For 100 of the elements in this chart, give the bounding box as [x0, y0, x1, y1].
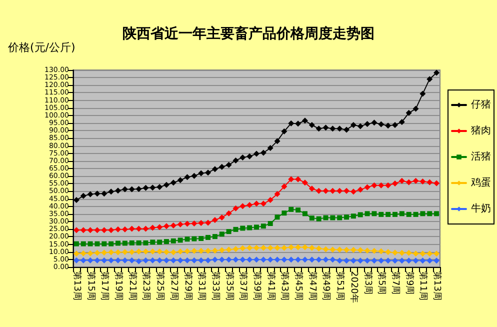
point — [142, 257, 149, 264]
point — [274, 214, 280, 220]
point — [364, 248, 370, 254]
point — [274, 256, 280, 263]
point — [330, 126, 336, 132]
point — [330, 256, 336, 263]
point — [260, 244, 266, 251]
point — [316, 216, 322, 222]
x-tick-label: 第7周 — [390, 271, 401, 295]
point — [330, 215, 336, 220]
point — [330, 246, 336, 253]
point — [102, 241, 107, 246]
point — [156, 248, 163, 255]
point — [427, 211, 432, 216]
point — [420, 90, 426, 97]
point — [246, 153, 253, 160]
point — [142, 184, 149, 191]
point — [302, 256, 308, 263]
point — [122, 257, 128, 264]
point — [392, 212, 398, 217]
point — [371, 182, 378, 188]
x-tick-label: 2020年 — [348, 271, 360, 303]
point — [122, 186, 128, 192]
point — [136, 240, 142, 246]
point — [316, 246, 322, 252]
point — [267, 256, 274, 263]
point — [295, 120, 302, 127]
point — [191, 257, 198, 264]
point — [344, 246, 350, 253]
point — [267, 197, 274, 204]
point — [212, 166, 218, 172]
point — [218, 247, 225, 254]
point — [233, 226, 238, 232]
point — [372, 211, 377, 216]
point — [108, 249, 114, 256]
point — [74, 241, 79, 246]
point — [274, 138, 280, 144]
point — [205, 248, 212, 254]
point — [398, 258, 405, 264]
point — [206, 234, 211, 240]
point — [302, 211, 308, 216]
point — [308, 256, 315, 263]
point — [350, 122, 356, 128]
point — [116, 240, 121, 246]
x-tick-label: 第45周 — [293, 271, 304, 300]
x-tick-label: 第11周 — [418, 271, 429, 300]
x-tick-label: 第41周 — [265, 271, 276, 300]
point — [371, 120, 378, 126]
point — [218, 214, 225, 220]
point — [426, 76, 433, 82]
point — [344, 214, 350, 220]
point — [385, 122, 392, 129]
point — [274, 190, 280, 197]
point — [226, 246, 232, 253]
point — [184, 257, 190, 264]
point — [392, 258, 398, 264]
point — [281, 128, 288, 134]
point — [226, 162, 232, 168]
point — [420, 250, 426, 257]
point — [184, 174, 190, 180]
point — [226, 229, 232, 234]
chart-title: 陕西省近一年主要畜产品价格周度走势图 — [122, 25, 374, 42]
point — [412, 106, 419, 112]
point — [101, 227, 108, 234]
point — [232, 256, 239, 263]
point — [101, 250, 108, 256]
point — [364, 211, 370, 216]
point — [302, 118, 308, 124]
point — [406, 212, 412, 217]
point — [288, 244, 294, 250]
point — [385, 182, 392, 188]
point — [288, 206, 294, 212]
point — [198, 248, 204, 254]
point — [128, 226, 135, 232]
point — [115, 249, 122, 256]
x-tick-label: 第35周 — [224, 271, 235, 300]
point — [420, 178, 426, 185]
point — [163, 223, 170, 230]
point — [295, 176, 302, 182]
point — [371, 248, 378, 254]
point — [108, 227, 114, 234]
point — [73, 257, 80, 264]
point — [191, 248, 198, 254]
x-tick-label: 第25周 — [154, 271, 166, 300]
point — [316, 188, 322, 194]
point — [177, 221, 184, 228]
x-tick-label: 第23周 — [140, 271, 152, 300]
point — [399, 211, 404, 216]
x-tick-label: 第13周 — [432, 271, 443, 300]
legend-label: 猪肉 — [471, 124, 491, 136]
point — [260, 200, 266, 207]
point — [212, 217, 218, 224]
point — [254, 244, 260, 251]
point — [80, 227, 86, 234]
point — [240, 154, 246, 160]
point — [426, 258, 433, 264]
point — [406, 179, 412, 186]
point — [170, 180, 176, 186]
point — [94, 241, 100, 246]
point — [254, 256, 260, 263]
